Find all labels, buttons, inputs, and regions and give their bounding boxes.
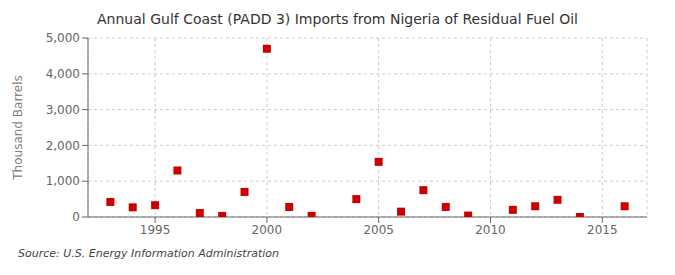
svg-text:2015: 2015	[587, 223, 618, 237]
svg-text:1,000: 1,000	[46, 174, 80, 188]
svg-text:1995: 1995	[140, 223, 171, 237]
svg-text:2,000: 2,000	[46, 139, 80, 153]
html-text:Source: U.S. Energy Informatio: Source: U.S. Energy Information Administ…	[18, 247, 279, 260]
svg-text:2010: 2010	[475, 223, 506, 237]
svg-text:Thousand Barrels: Thousand Barrels	[11, 75, 25, 180]
svg-text:0: 0	[72, 210, 80, 224]
svg-text:2005: 2005	[363, 223, 394, 237]
svg-text:5,000: 5,000	[46, 31, 80, 45]
svg-text:4,000: 4,000	[46, 67, 80, 81]
svg-text:3,000: 3,000	[46, 103, 80, 117]
svg-text:2000: 2000	[252, 223, 283, 237]
html-text:Annual Gulf Coast (PADD 3) Imp: Annual Gulf Coast (PADD 3) Imports from …	[97, 11, 578, 27]
